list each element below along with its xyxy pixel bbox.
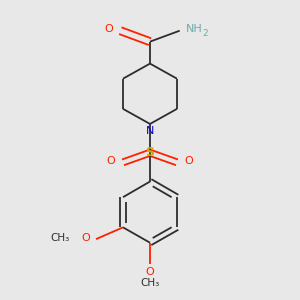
Text: 2: 2: [202, 29, 208, 38]
Text: O: O: [146, 267, 154, 277]
Text: O: O: [105, 24, 113, 34]
Text: CH₃: CH₃: [51, 233, 70, 243]
Text: O: O: [81, 233, 90, 243]
Text: N: N: [146, 126, 154, 136]
Text: NH: NH: [186, 24, 202, 34]
Text: S: S: [146, 146, 154, 159]
Text: CH₃: CH₃: [140, 278, 160, 288]
Text: O: O: [107, 156, 116, 166]
Text: O: O: [184, 156, 193, 166]
